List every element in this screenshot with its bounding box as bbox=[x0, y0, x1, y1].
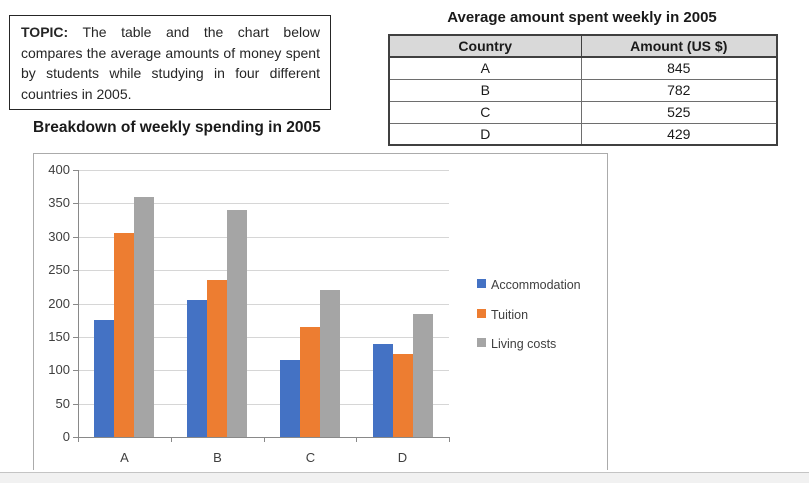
legend-label: Accommodation bbox=[491, 277, 581, 292]
y-axis-label: 0 bbox=[62, 429, 70, 444]
topic-label: TOPIC: bbox=[21, 24, 69, 40]
legend-item-accommodation: Accommodation bbox=[477, 276, 581, 292]
y-axis-tick bbox=[73, 270, 78, 271]
x-axis-label: B bbox=[213, 450, 222, 465]
y-axis-label: 200 bbox=[48, 296, 70, 311]
x-axis-label: C bbox=[305, 450, 316, 465]
bar-d-living-costs bbox=[413, 314, 433, 437]
x-axis-tick bbox=[171, 437, 172, 442]
y-axis-tick bbox=[73, 437, 78, 438]
topic-box: TOPIC: The table and the chart below com… bbox=[9, 15, 331, 110]
y-axis-tick bbox=[73, 370, 78, 371]
y-axis-label: 300 bbox=[48, 229, 70, 244]
gridline-400 bbox=[78, 170, 449, 171]
column-header-amount: Amount (US $) bbox=[580, 34, 778, 58]
y-axis-tick bbox=[73, 203, 78, 204]
x-axis-tick bbox=[449, 437, 450, 442]
y-axis-label: 350 bbox=[48, 195, 70, 210]
bar-c-living-costs bbox=[320, 290, 340, 437]
page-bottom-strip bbox=[0, 472, 809, 483]
amounts-table: Country Amount (US $) A 845 B 782 C 525 … bbox=[388, 34, 778, 146]
gridline-350 bbox=[78, 203, 449, 204]
bar-a-accommodation bbox=[94, 320, 114, 437]
gridline-50 bbox=[78, 404, 449, 405]
bar-d-tuition bbox=[393, 354, 413, 437]
topic-text: TOPIC: The table and the chart below com… bbox=[21, 22, 320, 104]
y-axis-tick bbox=[73, 404, 78, 405]
bar-b-accommodation bbox=[187, 300, 207, 437]
bar-c-tuition bbox=[300, 327, 320, 437]
y-axis-label: 100 bbox=[48, 362, 70, 377]
bar-a-tuition bbox=[114, 233, 134, 437]
table-row: D 429 bbox=[388, 122, 778, 146]
y-axis-label: 400 bbox=[48, 162, 70, 177]
x-axis-line bbox=[78, 437, 449, 438]
bar-a-living-costs bbox=[134, 197, 154, 437]
table-title: Average amount spent weekly in 2005 bbox=[447, 9, 717, 26]
x-axis-label: A bbox=[120, 450, 129, 465]
bar-d-accommodation bbox=[373, 344, 393, 437]
table-header-row: Country Amount (US $) bbox=[388, 34, 778, 58]
x-axis-tick bbox=[264, 437, 265, 442]
chart-title: Breakdown of weekly spending in 2005 bbox=[33, 119, 321, 136]
bar-b-living-costs bbox=[227, 210, 247, 437]
x-axis-tick bbox=[78, 437, 79, 442]
amount-cell: 782 bbox=[580, 78, 778, 102]
y-axis-tick bbox=[73, 237, 78, 238]
amount-cell: 429 bbox=[580, 122, 778, 146]
amount-cell: 845 bbox=[580, 56, 778, 80]
country-cell: D bbox=[388, 122, 582, 146]
y-axis-tick bbox=[73, 170, 78, 171]
y-axis-label: 150 bbox=[48, 329, 70, 344]
legend-item-tuition: Tuition bbox=[477, 306, 528, 322]
y-axis-label: 50 bbox=[55, 396, 70, 411]
legend-swatch-living-costs bbox=[477, 338, 486, 348]
amount-cell: 525 bbox=[580, 100, 778, 124]
legend-item-living-costs: Living costs bbox=[477, 335, 556, 351]
table-row: A 845 bbox=[388, 56, 778, 80]
legend-label: Tuition bbox=[491, 307, 529, 322]
y-axis-tick bbox=[73, 304, 78, 305]
gridline-300 bbox=[78, 237, 449, 238]
legend-swatch-tuition bbox=[477, 309, 486, 319]
gridline-250 bbox=[78, 270, 449, 271]
y-axis-tick bbox=[73, 337, 78, 338]
x-axis-label: D bbox=[397, 450, 408, 465]
bar-b-tuition bbox=[207, 280, 227, 437]
y-axis-line bbox=[78, 170, 79, 437]
x-axis-tick bbox=[356, 437, 357, 442]
gridline-200 bbox=[78, 304, 449, 305]
gridline-100 bbox=[78, 370, 449, 371]
table-row: C 525 bbox=[388, 100, 778, 124]
column-header-country: Country bbox=[388, 34, 582, 58]
country-cell: C bbox=[388, 100, 582, 124]
y-axis-label: 250 bbox=[48, 262, 70, 277]
legend-label: Living costs bbox=[491, 336, 557, 351]
country-cell: A bbox=[388, 56, 582, 80]
bar-c-accommodation bbox=[280, 360, 300, 437]
gridline-150 bbox=[78, 337, 449, 338]
bar-chart: 0 50 100 150 200 250 300 350 400 A B C D Accommodatio… bbox=[33, 153, 608, 470]
country-cell: B bbox=[388, 78, 582, 102]
topic-body: The table and the chart below compares t… bbox=[21, 24, 320, 102]
legend-swatch-accommodation bbox=[477, 279, 486, 289]
table-row: B 782 bbox=[388, 78, 778, 102]
